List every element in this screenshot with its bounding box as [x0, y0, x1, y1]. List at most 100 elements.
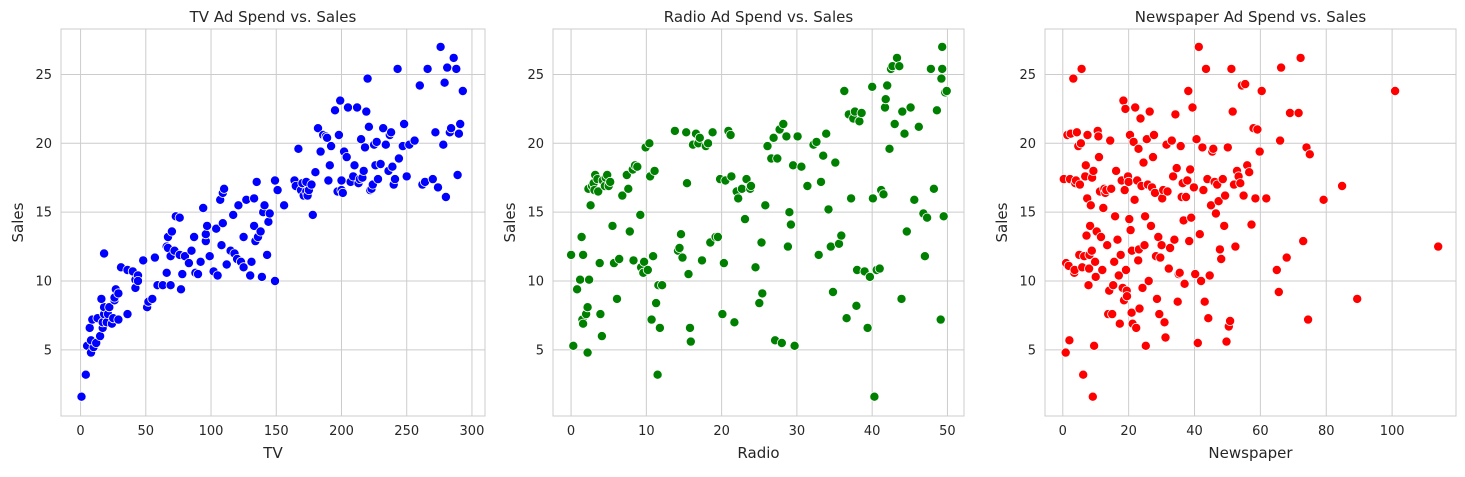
data-point [776, 337, 787, 348]
data-point [1433, 241, 1444, 252]
data-point [1222, 142, 1233, 153]
data-point [1131, 322, 1142, 333]
data-point [378, 123, 389, 134]
data-point [1273, 286, 1284, 297]
data-point [576, 231, 587, 242]
data-point [336, 175, 347, 186]
data-point [1198, 185, 1209, 196]
x-tick-label: 30 [789, 424, 806, 439]
data-point [452, 169, 463, 180]
data-point [1252, 124, 1263, 135]
data-point [217, 218, 228, 229]
data-point [1193, 41, 1204, 52]
data-point [192, 269, 203, 280]
data-point [1064, 335, 1075, 346]
data-point [585, 200, 596, 211]
data-point [935, 314, 946, 325]
x-tick-label: 80 [1318, 424, 1335, 439]
data-point [642, 264, 653, 275]
data-point [1168, 171, 1179, 182]
data-point [782, 241, 793, 252]
data-point [104, 302, 115, 313]
x-tick-label: 10 [638, 424, 655, 439]
data-point [195, 256, 206, 267]
x-axis-label: Newspaper [1208, 444, 1293, 462]
data-point [792, 131, 803, 142]
data-point [1188, 182, 1199, 193]
data-point [864, 271, 875, 282]
data-point [802, 180, 813, 191]
chart-title: Radio Ad Spend vs. Sales [664, 8, 854, 26]
data-point [821, 128, 832, 139]
data-point [99, 248, 110, 259]
data-point [1172, 296, 1183, 307]
data-point [937, 63, 948, 74]
data-point [1068, 73, 1079, 84]
x-tick-label: 100 [199, 424, 224, 439]
data-point [1318, 194, 1329, 205]
x-axis-label: TV [262, 444, 283, 462]
data-point [938, 211, 949, 222]
x-tick-label: 40 [1186, 424, 1203, 439]
data-point [174, 212, 185, 223]
data-point [1115, 249, 1126, 260]
y-tick-label: 5 [44, 343, 52, 358]
data-point [358, 165, 369, 176]
data-point [84, 322, 95, 333]
data-point [422, 63, 433, 74]
data-point [894, 61, 905, 72]
data-point [736, 183, 747, 194]
data-point [221, 259, 232, 270]
data-point [356, 134, 367, 145]
data-point [760, 200, 771, 211]
data-point [228, 209, 239, 220]
data-point [1199, 296, 1210, 307]
data-point [925, 63, 936, 74]
data-point [1071, 127, 1082, 138]
data-point [1162, 186, 1173, 197]
data-point [568, 340, 579, 351]
data-point [363, 121, 374, 132]
data-point [310, 167, 321, 178]
data-point [697, 255, 708, 266]
data-point [96, 293, 107, 304]
data-point [884, 143, 895, 154]
y-tick-label: 15 [1019, 206, 1036, 221]
data-point [1094, 152, 1105, 163]
data-point [326, 141, 337, 152]
data-point [1086, 245, 1097, 256]
data-point [1204, 270, 1215, 281]
data-point [202, 220, 213, 231]
data-point [1108, 280, 1119, 291]
y-tick-label: 15 [35, 206, 52, 221]
data-point [380, 139, 391, 150]
data-point [238, 262, 249, 273]
data-point [113, 314, 124, 325]
data-point [644, 138, 655, 149]
x-tick-label: 0 [1059, 424, 1067, 439]
data-point [657, 280, 668, 291]
data-point [909, 194, 920, 205]
data-point [293, 143, 304, 154]
data-point [607, 220, 618, 231]
data-point [718, 258, 729, 269]
data-point [1220, 190, 1231, 201]
data-point [1113, 270, 1124, 281]
data-point [256, 271, 267, 282]
data-point [186, 245, 197, 256]
data-point [269, 275, 280, 286]
data-point [216, 240, 227, 251]
data-point [259, 200, 270, 211]
data-point [175, 284, 186, 295]
data-point [834, 238, 845, 249]
data-point [322, 132, 333, 143]
chart-title: TV Ad Spend vs. Sales [189, 8, 357, 26]
data-point [1181, 191, 1192, 202]
data-point [1169, 234, 1180, 245]
data-point [1174, 267, 1185, 278]
data-point [594, 258, 605, 269]
data-point [867, 81, 878, 92]
data-point [324, 160, 335, 171]
data-point [238, 231, 249, 242]
data-point [899, 128, 910, 139]
